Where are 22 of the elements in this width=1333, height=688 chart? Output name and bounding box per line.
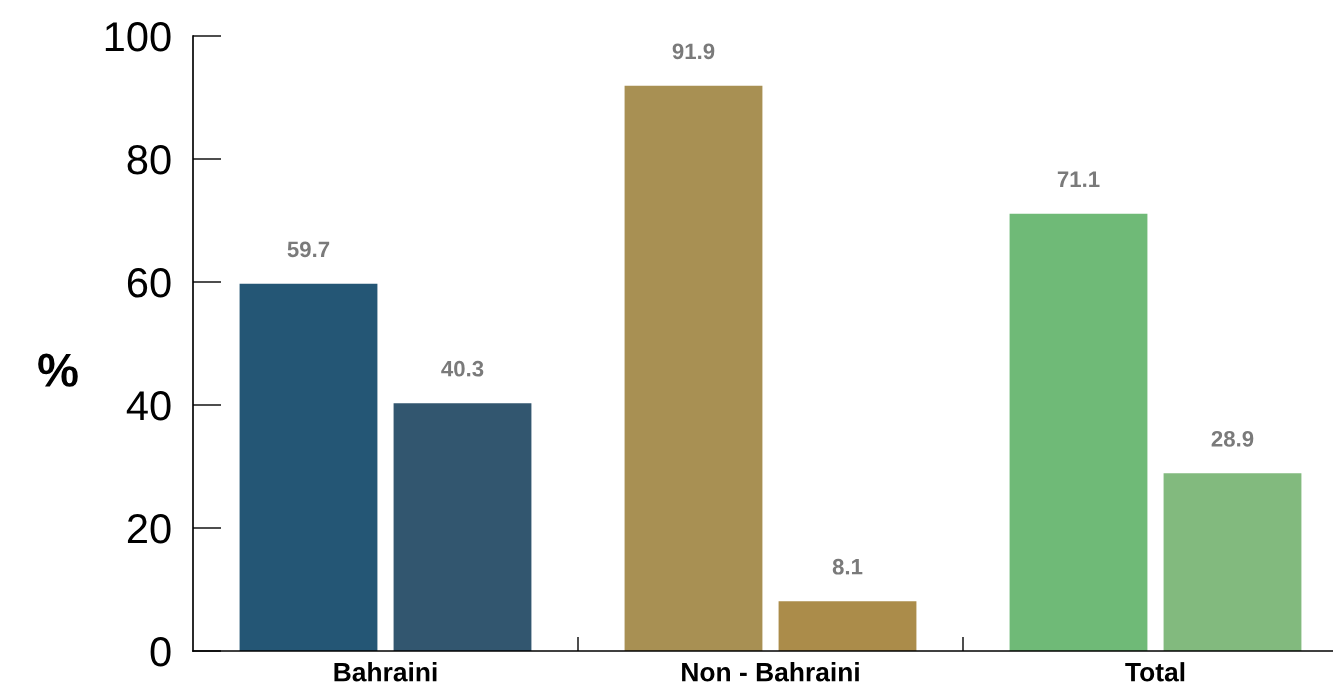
y-tick-label: 80 <box>127 145 171 175</box>
bar <box>778 601 917 651</box>
y-tick-label: 40 <box>126 391 171 421</box>
data-label: 40.3 <box>441 360 484 377</box>
bar <box>239 283 378 651</box>
data-label: 71.1 <box>1057 171 1100 187</box>
x-tick-label: Non - Bahraini <box>682 662 859 682</box>
y-tick-label: 0 <box>150 637 171 667</box>
data-label: 28.9 <box>1211 430 1254 447</box>
y-tick-label: 60 <box>127 268 171 298</box>
y-tick-label: 20 <box>127 514 171 544</box>
data-label: 8.1 <box>832 558 863 575</box>
data-label: 91.9 <box>672 43 715 60</box>
bar <box>393 403 532 651</box>
bar <box>624 85 763 651</box>
y-tick-label: 100 <box>105 22 171 52</box>
data-label: 59.7 <box>287 241 330 258</box>
bar <box>1163 473 1302 651</box>
x-tick-label: Total <box>1125 662 1185 682</box>
x-tick-label: Bahraini <box>334 662 437 682</box>
y-axis-title: % <box>38 353 78 387</box>
bar <box>1009 213 1148 651</box>
